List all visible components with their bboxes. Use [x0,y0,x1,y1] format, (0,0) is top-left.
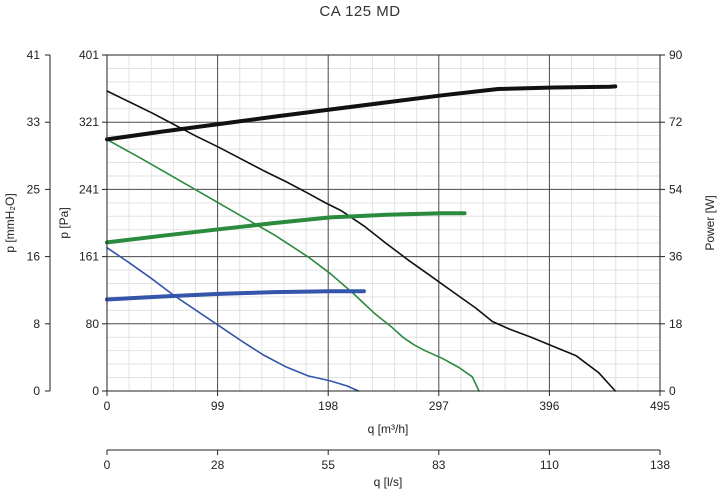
power-curve-3 [105,84,618,142]
x-axis-title: q [m³/h] [368,422,409,436]
y3-tick-label: 18 [669,317,683,331]
chart-title: CA 125 MD [319,3,400,20]
power-curve-5 [105,289,366,302]
y2-tick-label: 16 [27,250,41,264]
curves [105,84,618,392]
x-tick-label: 297 [429,399,449,413]
y-tick-label: 241 [79,182,99,196]
grid [107,55,660,391]
y3-tick-label: 0 [669,384,676,398]
x-tick-label: 198 [318,399,338,413]
y2-tick-label: 41 [27,48,41,62]
y-tick-label: 401 [79,48,99,62]
x-tick-label: 396 [539,399,559,413]
y-tick-label: 0 [92,384,99,398]
x2-tick-label: 110 [540,458,559,472]
y-axis-title: p [Pa] [57,207,71,238]
axes [45,54,665,455]
y-tick-label: 321 [79,115,99,129]
x2-tick-label: 83 [432,458,446,472]
y3-tick-label: 36 [669,250,683,264]
x2-tick-label: 138 [650,458,670,472]
plot-frame [106,54,661,392]
pressure-curve-1 [106,138,480,392]
y2-axis-title: p [mmH₂O] [3,193,17,252]
x2-axis-title: q [l/s] [374,475,403,489]
y2-tick-label: 25 [27,182,41,196]
y3-tick-label: 90 [669,48,683,62]
x-tick-label: 495 [650,399,670,413]
x2-tick-label: 55 [322,458,336,472]
y2-tick-label: 0 [33,384,40,398]
y3-tick-label: 72 [669,115,683,129]
y-tick-label: 80 [86,317,100,331]
y-tick-label: 161 [79,250,99,264]
x2-tick-label: 28 [211,458,225,472]
y2-tick-label: 33 [27,115,41,129]
power-axis-title: Power [W] [703,195,717,250]
pressure-curve-2 [106,246,360,392]
x2-tick-label: 0 [104,458,111,472]
pressure-curve-0 [106,90,617,392]
x-tick-label: 0 [104,399,111,413]
y2-tick-label: 8 [33,317,40,331]
y3-tick-label: 54 [669,182,683,196]
power-curve-4 [105,211,467,245]
x-tick-label: 99 [211,399,225,413]
